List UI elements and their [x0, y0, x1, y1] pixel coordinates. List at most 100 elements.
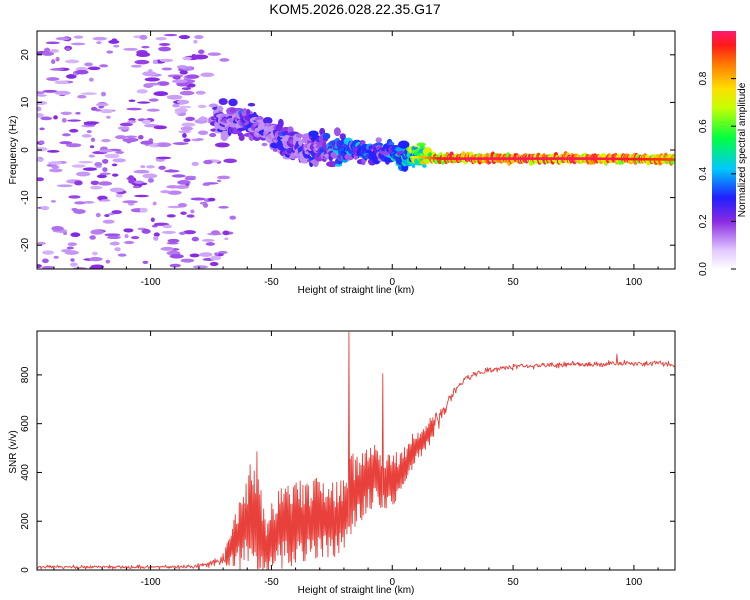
spectrogram-noise-blob [167, 205, 182, 209]
spectrogram-noise-blob [141, 119, 152, 125]
spectrogram-noise-blob [169, 254, 184, 259]
spectrogram-noise-blob [144, 77, 160, 82]
spectrogram-noise-blob [127, 202, 135, 206]
spectrogram-noise-blob [73, 209, 86, 214]
spectrogram-noise-blob [224, 237, 229, 241]
spectrogram-noise-blob [70, 262, 78, 267]
spectrogram-noise-blob [161, 230, 176, 235]
spectrogram-noise-blob [130, 64, 142, 68]
spectrogram-noise-blob [37, 100, 47, 106]
spectrogram-noise-blob [89, 145, 95, 149]
spectrogram-noise-blob [168, 169, 174, 173]
spectrogram-noise-blob [205, 242, 216, 246]
spectrogram-noise-blob [177, 202, 187, 208]
spectrogram-ridge-blob [322, 132, 331, 140]
spectrogram-x-ticks: -100 -50 0 50 100 [53, 31, 659, 288]
spectrogram-ridge-blob [319, 127, 326, 136]
spectrogram-noise-blob [70, 42, 86, 46]
spectrogram-noise-blob [71, 164, 86, 168]
spectrogram-noise-blob [106, 235, 121, 240]
spectrogram-noise-blob [189, 253, 200, 258]
spectrogram-x-tick-label: -50 [264, 277, 279, 288]
snr-x-tick-label: 50 [508, 577, 520, 588]
spectrogram-ridge-blob [272, 148, 278, 152]
spectrogram-noise-blob [74, 201, 86, 205]
spectrogram-content [37, 33, 675, 269]
spectrogram-noise-blob [194, 35, 204, 40]
spectrogram-noise-blob [163, 33, 178, 37]
spectrogram-noise-blob [109, 187, 125, 193]
spectrogram-noise-blob [81, 134, 92, 138]
spectrogram-noise-blob [114, 247, 121, 252]
spectrogram-noise-blob [214, 252, 219, 256]
spectrogram-noise-blob [37, 94, 47, 97]
spectrogram-ridge-blob [229, 107, 237, 113]
spectrogram-y-tick-label: -20 [20, 238, 31, 253]
spectrogram-noise-blob [37, 106, 42, 112]
spectrogram-noise-blob [185, 74, 200, 79]
spectrogram-ridge-blob [218, 98, 228, 105]
spectrogram-noise-blob [106, 50, 114, 54]
spectrogram-noise-blob [65, 143, 82, 148]
spectrogram-noise-blob [55, 36, 70, 41]
spectrogram-noise-blob [37, 241, 46, 245]
spectrogram-noise-blob [47, 161, 63, 165]
spectrogram-noise-blob [83, 200, 95, 204]
colorbar-tick-label: 0.4 [698, 166, 709, 180]
spectrogram-noise-blob [191, 161, 199, 166]
spectrogram-noise-blob [39, 127, 45, 131]
spectrogram-ridge-blob [208, 103, 219, 108]
spectrogram-noise-blob [123, 228, 134, 233]
spectrogram-noise-blob [134, 194, 149, 198]
spectrogram-noise-blob [126, 107, 142, 111]
spectrogram-noise-blob [126, 120, 137, 124]
spectrogram-ridge-blob [333, 127, 341, 137]
chart-title: KOM5.2026.028.22.35.G17 [269, 1, 440, 17]
spectrogram-noise-blob [84, 62, 93, 67]
spectrogram-noise-blob [180, 126, 194, 131]
spectrogram-noise-blob [167, 190, 182, 195]
spectrogram-noise-blob [183, 230, 197, 235]
spectrogram-noise-blob [102, 167, 108, 173]
spectrogram-noise-blob [140, 165, 146, 168]
spectrogram-ridge-blob [422, 164, 427, 168]
spectrogram-noise-blob [202, 183, 211, 186]
spectrogram-noise-blob [82, 167, 98, 171]
spectrogram-noise-blob [179, 70, 188, 75]
spectrogram-noise-blob [192, 265, 209, 269]
colorbar: 0.0 0.2 0.4 0.6 0.8 Normalized spectral ampl… [698, 31, 748, 276]
colorbar-label: Normalized spectral amplitude [737, 82, 748, 217]
spectrogram-noise-blob [167, 238, 180, 243]
spectrogram-noise-blob [86, 130, 92, 134]
spectrogram-noise-blob [178, 34, 191, 40]
spectrogram-ridge-blob [238, 134, 245, 141]
spectrogram-noise-blob [83, 121, 100, 125]
colorbar-tick-label: 0.2 [698, 214, 709, 228]
spectrogram-noise-blob [178, 105, 192, 109]
spectrogram-noise-blob [64, 250, 79, 255]
spectrogram-ridge-blob [261, 142, 268, 147]
snr-y-tick-label: 0 [20, 567, 31, 573]
spectrogram-noise-blob [111, 38, 117, 42]
spectrogram-noise-blob [89, 77, 94, 82]
spectrogram-y-tick-label: 0 [20, 147, 31, 153]
spectrogram-noise-blob [96, 41, 102, 45]
spectrogram-noise-blob [219, 58, 230, 62]
spectrogram-noise-blob [142, 71, 157, 77]
spectrogram-noise-blob [159, 58, 174, 63]
spectrogram-noise-blob [96, 174, 107, 179]
spectrogram-noise-blob [49, 68, 65, 71]
colorbar-ticks: 0.0 0.2 0.4 0.6 0.8 [698, 71, 736, 276]
spectrogram-noise-blob [141, 228, 151, 234]
spectrogram-noise-blob [152, 59, 158, 65]
spectrogram-noise-blob [77, 94, 87, 99]
spectrogram-noise-blob [151, 224, 158, 228]
spectrogram-ridge-core [672, 158, 675, 161]
spectrogram-noise-blob [176, 99, 190, 105]
spectrogram-ridge-blob [398, 140, 410, 149]
spectrogram-noise-blob [176, 65, 188, 69]
spectrogram-noise-blob [190, 209, 195, 214]
spectrogram-noise-blob [130, 236, 140, 240]
snr-frame [36, 330, 676, 571]
